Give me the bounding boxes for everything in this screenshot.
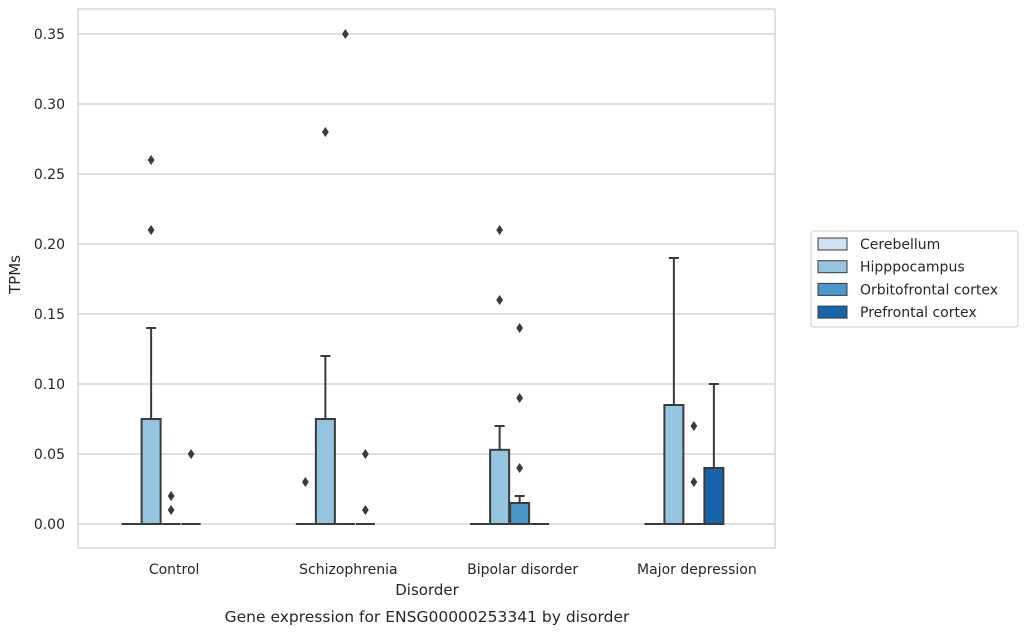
legend-frame [810, 230, 1019, 328]
y-tick-label: 0.35 [34, 27, 65, 43]
x-tick-label: Schizophrenia [299, 562, 397, 578]
box-body [663, 404, 685, 525]
outlier-point [690, 477, 698, 487]
outlier-point [516, 393, 524, 403]
boxes [121, 29, 725, 525]
y-tick-label: 0.15 [34, 307, 65, 323]
box-group [161, 491, 181, 525]
box-group [703, 383, 725, 525]
outlier-point [516, 463, 524, 473]
x-axis-label: Disorder [395, 581, 459, 599]
outlier-point [187, 449, 195, 459]
x-tick-label: Bipolar disorder [467, 562, 578, 578]
outlier-point [301, 477, 309, 487]
box-body [314, 418, 336, 525]
x-tick-label: Control [149, 562, 200, 578]
y-tick-label: 0.00 [34, 517, 65, 533]
box-group [489, 225, 511, 525]
outlier-point [167, 491, 175, 501]
y-tick-label: 0.10 [34, 377, 65, 393]
legend-swatch [817, 282, 848, 296]
outlier-point [321, 127, 329, 137]
y-axis-label: TPMs [6, 255, 24, 295]
outlier-point [167, 505, 175, 515]
outlier-point [147, 225, 155, 235]
box-group [509, 323, 531, 525]
legend-swatch [817, 237, 848, 251]
box-body [489, 448, 511, 525]
box-group [140, 155, 162, 525]
y-tick-label: 0.05 [34, 447, 65, 463]
y-tick-label: 0.30 [34, 97, 65, 113]
outlier-point [147, 155, 155, 165]
box-group [181, 449, 201, 525]
box-body [703, 467, 725, 525]
box-group [314, 127, 336, 525]
box-group [663, 257, 685, 525]
outlier-point [341, 29, 349, 39]
outlier-point [361, 449, 369, 459]
legend-swatch [817, 260, 848, 274]
y-axis-ticks: 0.00 0.05 0.10 0.15 0.20 0.25 0.30 0.35 [34, 27, 65, 533]
legend-swatch [817, 305, 848, 319]
outlier-point [496, 225, 504, 235]
x-tick-label: Major depression [637, 562, 757, 578]
outlier-point [496, 295, 504, 305]
outlier-point [690, 421, 698, 431]
legend-label: Hipppocampus [860, 260, 965, 276]
box-group [295, 477, 315, 525]
y-tick-label: 0.25 [34, 167, 65, 183]
chart-caption: Gene expression for ENSG00000253341 by d… [225, 608, 630, 626]
legend-label: Cerebellum [860, 237, 940, 253]
plot-area-frame [77, 8, 776, 549]
box-body [509, 502, 531, 525]
outlier-point [516, 323, 524, 333]
legend-label: Prefrontal cortex [860, 305, 977, 321]
legend-label: Orbitofrontal cortex [860, 282, 998, 298]
x-axis-ticks: Control Schizophrenia Bipolar disorder Majo… [149, 562, 757, 578]
box-group [355, 449, 375, 525]
legend: Cerebellum Hipppocampus Orbitofrontal cort… [810, 230, 1019, 328]
outlier-point [361, 505, 369, 515]
y-tick-label: 0.20 [34, 237, 65, 253]
box-group [684, 421, 704, 525]
box-group [335, 29, 355, 525]
box-body [140, 418, 162, 525]
